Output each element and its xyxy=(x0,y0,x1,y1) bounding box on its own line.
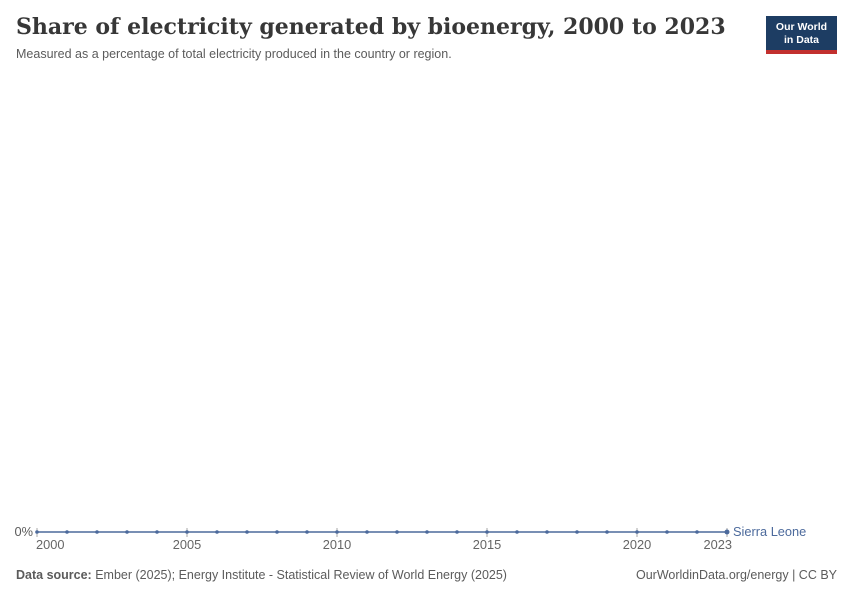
x-axis-tick-label: 2010 xyxy=(323,537,351,552)
chart-footer: Data source: Ember (2025); Energy Instit… xyxy=(16,568,837,582)
data-point[interactable] xyxy=(455,530,459,534)
chart-subtitle: Measured as a percentage of total electr… xyxy=(16,47,452,62)
data-point[interactable] xyxy=(485,530,489,534)
data-point[interactable] xyxy=(695,530,699,534)
data-point[interactable] xyxy=(65,530,69,534)
data-point[interactable] xyxy=(95,530,99,534)
owid-logo-line1: Our World xyxy=(775,21,828,33)
data-source: Data source: Ember (2025); Energy Instit… xyxy=(16,568,507,582)
y-axis-zero-label: 0% xyxy=(15,524,34,539)
footer-license: OurWorldinData.org/energy | CC BY xyxy=(635,568,837,582)
data-point[interactable] xyxy=(245,530,249,534)
chart-title: Share of electricity generated by bioene… xyxy=(16,14,726,40)
data-point[interactable] xyxy=(275,530,279,534)
data-point[interactable] xyxy=(515,530,519,534)
data-source-text: Ember (2025); Energy Institute - Statist… xyxy=(95,568,507,582)
owid-logo: Our World in Data xyxy=(766,16,837,55)
chart-canvas: 2000 2005 2010 2015 2020 2023 0% Sierra Leone xyxy=(15,524,807,552)
data-point[interactable] xyxy=(365,530,369,534)
data-point[interactable] xyxy=(35,530,39,534)
data-point[interactable] xyxy=(155,530,159,534)
x-axis-tick-label: 2015 xyxy=(473,537,501,552)
data-point[interactable] xyxy=(545,530,549,534)
data-point[interactable] xyxy=(125,530,129,534)
x-axis-tick-label: 2000 xyxy=(36,537,64,552)
data-point[interactable] xyxy=(575,530,579,534)
owid-logo-line2: in Data xyxy=(783,33,819,46)
data-point[interactable] xyxy=(425,530,429,534)
data-point[interactable] xyxy=(635,530,639,534)
data-source-label: Data source: xyxy=(16,568,92,582)
chart-plot-area: 2000 2005 2010 2015 2020 2023 0% Sierra Leone xyxy=(0,500,850,560)
data-point[interactable] xyxy=(185,530,189,534)
x-axis-tick-label: 2005 xyxy=(173,537,201,552)
data-point[interactable] xyxy=(395,530,399,534)
x-axis-tick-label: 2020 xyxy=(623,537,651,552)
chart-header: Share of electricity generated by bioene… xyxy=(16,14,756,61)
data-point[interactable] xyxy=(335,530,339,534)
data-point[interactable] xyxy=(305,530,309,534)
data-point[interactable] xyxy=(215,530,219,534)
data-point-end[interactable] xyxy=(724,529,730,535)
entity-label[interactable]: Sierra Leone xyxy=(733,524,806,539)
data-point[interactable] xyxy=(605,530,609,534)
data-point[interactable] xyxy=(665,530,669,534)
x-axis-tick-label: 2023 xyxy=(704,537,732,552)
